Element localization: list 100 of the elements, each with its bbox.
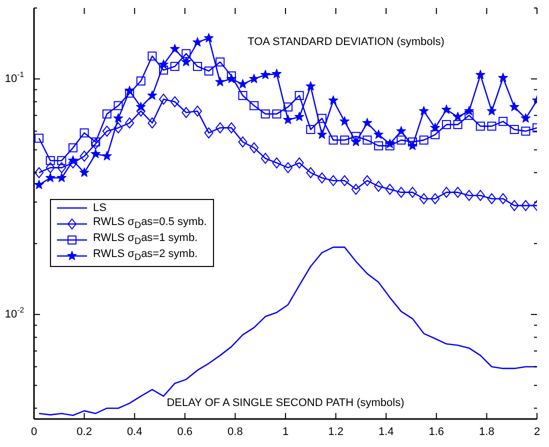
point <box>475 70 486 80</box>
point <box>91 137 100 146</box>
point <box>498 193 508 204</box>
point <box>136 76 146 86</box>
point <box>80 128 89 138</box>
point <box>328 136 338 145</box>
point <box>192 106 202 117</box>
point <box>158 59 169 69</box>
point <box>102 150 112 160</box>
point <box>306 124 316 134</box>
x-tick-label: 0.2 <box>76 426 92 438</box>
point <box>284 162 293 174</box>
point <box>159 66 168 75</box>
point <box>294 91 304 100</box>
point <box>283 114 294 124</box>
point <box>294 112 304 122</box>
point <box>170 62 180 71</box>
point <box>238 78 248 88</box>
point <box>57 156 66 166</box>
point <box>521 200 530 212</box>
point <box>385 184 394 195</box>
point <box>340 175 350 186</box>
point <box>340 136 350 145</box>
point <box>272 157 282 168</box>
point <box>464 106 474 116</box>
point <box>374 141 384 150</box>
x-tick-label: 1.4 <box>378 426 394 438</box>
point <box>306 81 316 91</box>
point <box>384 138 395 148</box>
point <box>272 68 282 78</box>
x-tick-label: 2 <box>534 426 540 438</box>
point <box>396 186 406 198</box>
point <box>510 124 519 134</box>
point <box>362 175 372 186</box>
point <box>34 180 44 190</box>
point <box>509 102 520 112</box>
x-tick-label: 1.6 <box>428 426 444 438</box>
point <box>148 52 157 61</box>
point <box>362 118 372 128</box>
point <box>362 136 372 145</box>
point <box>260 109 270 118</box>
point <box>250 101 259 110</box>
point <box>441 104 452 114</box>
point <box>260 70 270 80</box>
point <box>124 86 135 96</box>
point <box>442 120 451 130</box>
point <box>56 172 67 182</box>
point <box>136 102 146 112</box>
point <box>181 56 192 66</box>
point <box>260 152 270 164</box>
point <box>249 74 260 84</box>
x-tick-label: 1.8 <box>479 426 494 438</box>
x-tick-label: 1.2 <box>328 426 344 438</box>
point <box>340 116 350 126</box>
point <box>408 140 418 150</box>
point <box>91 138 100 150</box>
point <box>113 113 124 123</box>
point <box>328 95 338 105</box>
point <box>419 193 428 204</box>
point <box>192 62 202 71</box>
point <box>486 106 497 116</box>
point <box>306 167 316 178</box>
point <box>102 109 112 118</box>
point <box>216 122 225 134</box>
point <box>374 180 384 192</box>
point <box>79 167 90 177</box>
text: TOA STANDARD DEVIATION (symbols) <box>246 36 446 48</box>
point <box>510 200 519 212</box>
x-tick-label: 0.4 <box>126 426 142 438</box>
point <box>476 190 485 201</box>
x-tick-label: 0 <box>30 426 38 438</box>
point <box>418 106 429 116</box>
point <box>238 91 248 100</box>
point <box>192 37 202 47</box>
point <box>46 156 55 166</box>
point <box>316 129 327 139</box>
point <box>182 49 191 58</box>
point <box>408 186 418 198</box>
point <box>520 113 531 123</box>
point <box>521 126 530 136</box>
x-tick-label: 0.8 <box>228 426 243 438</box>
point <box>226 122 236 134</box>
point <box>45 172 56 182</box>
point <box>80 150 89 162</box>
x-tick-label: 1 <box>282 426 289 438</box>
point <box>464 110 474 120</box>
point <box>159 94 168 105</box>
point <box>396 126 406 136</box>
point <box>250 142 259 154</box>
point <box>430 130 440 140</box>
point <box>114 122 123 134</box>
point <box>350 136 361 146</box>
point <box>453 186 462 198</box>
point <box>317 172 326 184</box>
point <box>147 90 158 100</box>
point <box>284 102 293 112</box>
point <box>272 109 282 118</box>
point <box>125 88 134 98</box>
point <box>317 114 326 123</box>
point <box>328 175 338 186</box>
